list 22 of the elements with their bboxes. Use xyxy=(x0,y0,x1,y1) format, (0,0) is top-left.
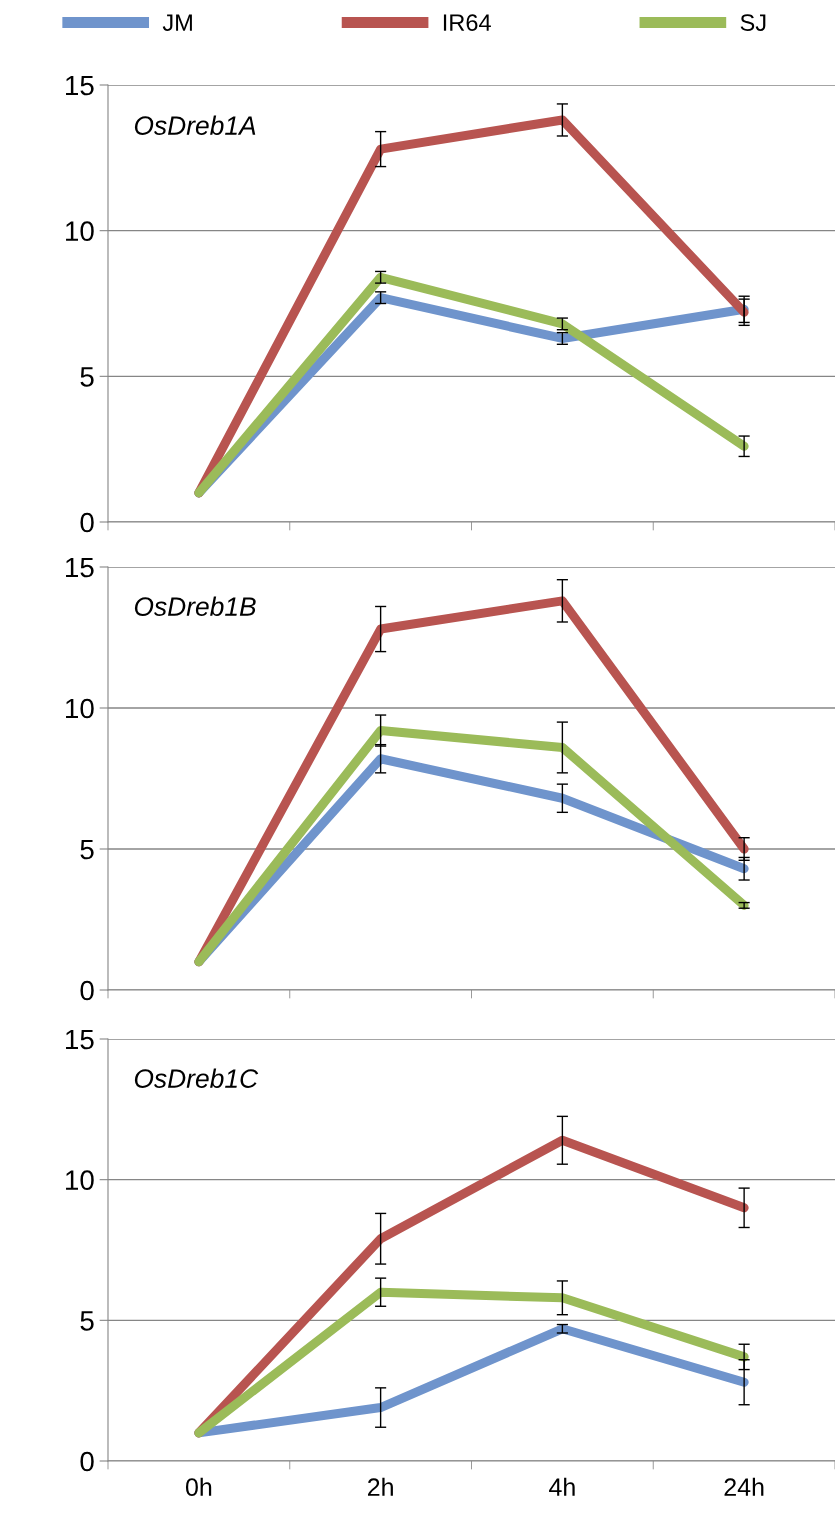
y-tick-label: 15 xyxy=(66,1029,94,1050)
y-tick-label: 5 xyxy=(80,839,94,860)
y-tick-label: 5 xyxy=(80,367,94,387)
x-tick-label: 0h xyxy=(185,1477,212,1497)
y-tick-label: 0 xyxy=(80,512,94,533)
x-tick-label: 24h xyxy=(724,1477,764,1496)
annotation: OsDreb1B xyxy=(134,596,256,616)
x-tick-label: 4h xyxy=(549,1477,575,1496)
annotation: OsDreb1C xyxy=(134,1068,259,1088)
y-tick-label: 10 xyxy=(66,221,94,242)
annotation: OsDreb1A xyxy=(134,115,256,135)
y-tick-label: 15 xyxy=(66,557,94,578)
legend-label: IR64 xyxy=(443,14,491,31)
legend-label: JM xyxy=(162,14,192,31)
y-tick-label: 5 xyxy=(80,1311,94,1331)
y-tick-label: 10 xyxy=(66,1170,94,1191)
y-tick-label: 0 xyxy=(80,980,94,1001)
y-tick-label: 10 xyxy=(66,698,94,719)
legend-label: SJ xyxy=(740,14,766,31)
y-tick-label: 15 xyxy=(66,75,94,96)
y-tick-label: 0 xyxy=(80,1451,94,1472)
x-tick-label: 2h xyxy=(367,1477,393,1496)
